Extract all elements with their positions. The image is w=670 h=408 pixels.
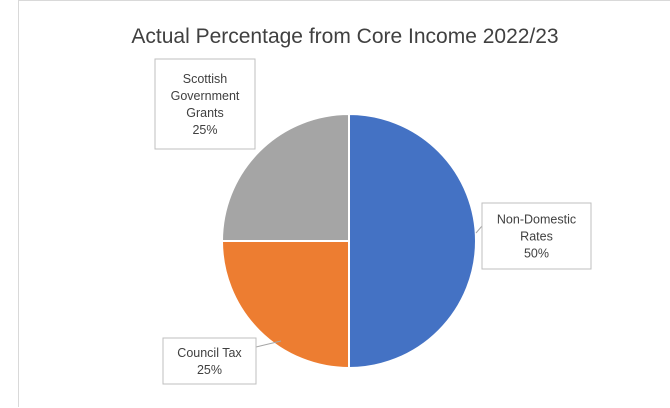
data-label-box [154, 58, 256, 150]
data-label-category: Non-Domestic [497, 213, 576, 227]
pie-slice-non-domestic-rates [348, 112, 477, 370]
leader-line [255, 340, 282, 348]
data-label-box [481, 202, 592, 270]
data-label-value: 50% [524, 247, 549, 261]
data-label-value: 25% [192, 123, 217, 137]
data-label-council-tax: Council Tax 25% [162, 337, 257, 385]
pie-slices [220, 112, 477, 370]
data-label-value: 25% [197, 363, 222, 377]
data-label-category: Rates [520, 230, 553, 244]
data-label-category: Grants [186, 106, 224, 120]
pie-slice-council-tax [220, 240, 350, 370]
pie-slice-scottish-government-grants [220, 112, 350, 242]
data-label-category: Scottish [183, 72, 228, 86]
data-label-category: Council Tax [177, 346, 242, 360]
data-label-scottish-government-grants: Scottish Government Grants 25% [154, 58, 256, 150]
chart-title: Actual Percentage from Core Income 2022/… [131, 25, 558, 48]
chart-area: Actual Percentage from Core Income 2022/… [18, 0, 670, 407]
leader-line [475, 225, 483, 234]
data-label-category: Government [171, 89, 240, 103]
data-label-box [162, 337, 257, 385]
data-label-non-domestic-rates: Non-Domestic Rates 50% [481, 202, 592, 270]
pie-chart: Actual Percentage from Core Income 2022/… [131, 25, 592, 385]
